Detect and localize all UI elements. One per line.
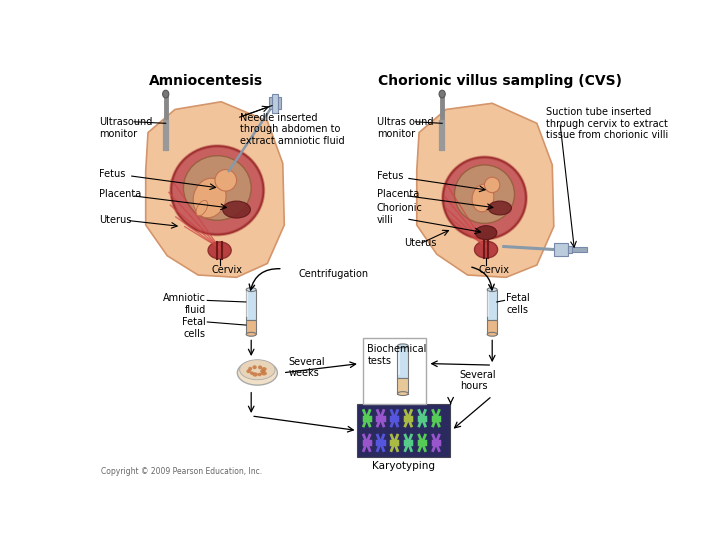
- Text: Uterus: Uterus: [404, 239, 436, 248]
- Ellipse shape: [397, 392, 408, 395]
- Text: Fetal
cells: Fetal cells: [182, 318, 206, 339]
- Ellipse shape: [238, 361, 277, 385]
- Bar: [397, 346, 408, 379]
- Ellipse shape: [184, 156, 251, 220]
- Text: Centrifugation: Centrifugation: [298, 269, 369, 279]
- Ellipse shape: [258, 366, 262, 369]
- Text: Placenta: Placenta: [99, 189, 142, 199]
- Ellipse shape: [487, 333, 498, 336]
- Ellipse shape: [475, 226, 497, 240]
- Ellipse shape: [488, 201, 511, 215]
- Text: Amniocentesis: Amniocentesis: [149, 74, 263, 88]
- Bar: [363, 338, 426, 403]
- Text: Ultrasound
monitor: Ultrasound monitor: [99, 117, 153, 139]
- Bar: [278, 97, 282, 110]
- Text: Karyotyping: Karyotyping: [372, 461, 435, 471]
- Text: Suction tube inserted
through cervix to extract
tissue from chorionic villi: Suction tube inserted through cervix to …: [546, 107, 668, 140]
- Ellipse shape: [246, 333, 256, 336]
- Ellipse shape: [208, 242, 231, 259]
- Bar: [357, 404, 450, 457]
- Ellipse shape: [196, 200, 208, 215]
- Ellipse shape: [193, 178, 226, 218]
- Polygon shape: [417, 103, 554, 278]
- Text: Amniotic
fluid: Amniotic fluid: [163, 294, 206, 315]
- Ellipse shape: [222, 201, 251, 218]
- Text: Fetal
cells: Fetal cells: [506, 294, 530, 315]
- Bar: [397, 379, 408, 394]
- Ellipse shape: [253, 372, 258, 376]
- Ellipse shape: [246, 369, 251, 373]
- Text: Needle inserted
through abdomen to
extract amniotic fluid: Needle inserted through abdomen to extra…: [240, 112, 344, 146]
- Ellipse shape: [439, 90, 445, 98]
- Bar: [487, 320, 498, 334]
- Circle shape: [485, 177, 500, 193]
- Ellipse shape: [397, 344, 408, 348]
- Circle shape: [215, 170, 237, 191]
- Text: Cervix: Cervix: [478, 265, 509, 275]
- Bar: [269, 97, 272, 110]
- Ellipse shape: [260, 369, 266, 373]
- Text: Placenta: Placenta: [377, 189, 419, 199]
- Bar: [567, 246, 572, 253]
- Ellipse shape: [250, 372, 254, 375]
- Ellipse shape: [248, 367, 252, 371]
- Text: Several
weeks: Several weeks: [288, 356, 325, 378]
- Ellipse shape: [261, 372, 267, 375]
- Text: Biochemical
tests: Biochemical tests: [367, 345, 427, 366]
- Ellipse shape: [472, 184, 494, 212]
- Bar: [554, 244, 567, 256]
- Polygon shape: [145, 102, 284, 278]
- Ellipse shape: [240, 360, 275, 380]
- Bar: [572, 247, 587, 252]
- Text: Chorionic villus sampling (CVS): Chorionic villus sampling (CVS): [378, 74, 622, 88]
- Ellipse shape: [454, 165, 515, 224]
- Ellipse shape: [261, 367, 266, 371]
- Text: Chorionic
villi: Chorionic villi: [377, 204, 423, 225]
- Bar: [246, 320, 256, 334]
- Bar: [487, 289, 498, 320]
- Ellipse shape: [474, 241, 498, 258]
- Bar: [246, 289, 256, 320]
- Text: Ultras ound
monitor: Ultras ound monitor: [377, 117, 433, 139]
- Bar: [272, 94, 278, 112]
- Text: Uterus: Uterus: [99, 215, 132, 225]
- Ellipse shape: [253, 365, 257, 369]
- Text: Copyright © 2009 Pearson Education, Inc.: Copyright © 2009 Pearson Education, Inc.: [101, 467, 262, 476]
- Ellipse shape: [171, 146, 264, 234]
- Ellipse shape: [163, 90, 168, 98]
- Text: Cervix: Cervix: [212, 265, 243, 275]
- Ellipse shape: [487, 288, 498, 292]
- Text: Fetus: Fetus: [377, 172, 403, 181]
- Text: Several
hours: Several hours: [460, 370, 497, 392]
- Ellipse shape: [258, 373, 261, 376]
- Text: Fetus: Fetus: [99, 169, 126, 179]
- Ellipse shape: [443, 157, 526, 239]
- Ellipse shape: [246, 288, 256, 292]
